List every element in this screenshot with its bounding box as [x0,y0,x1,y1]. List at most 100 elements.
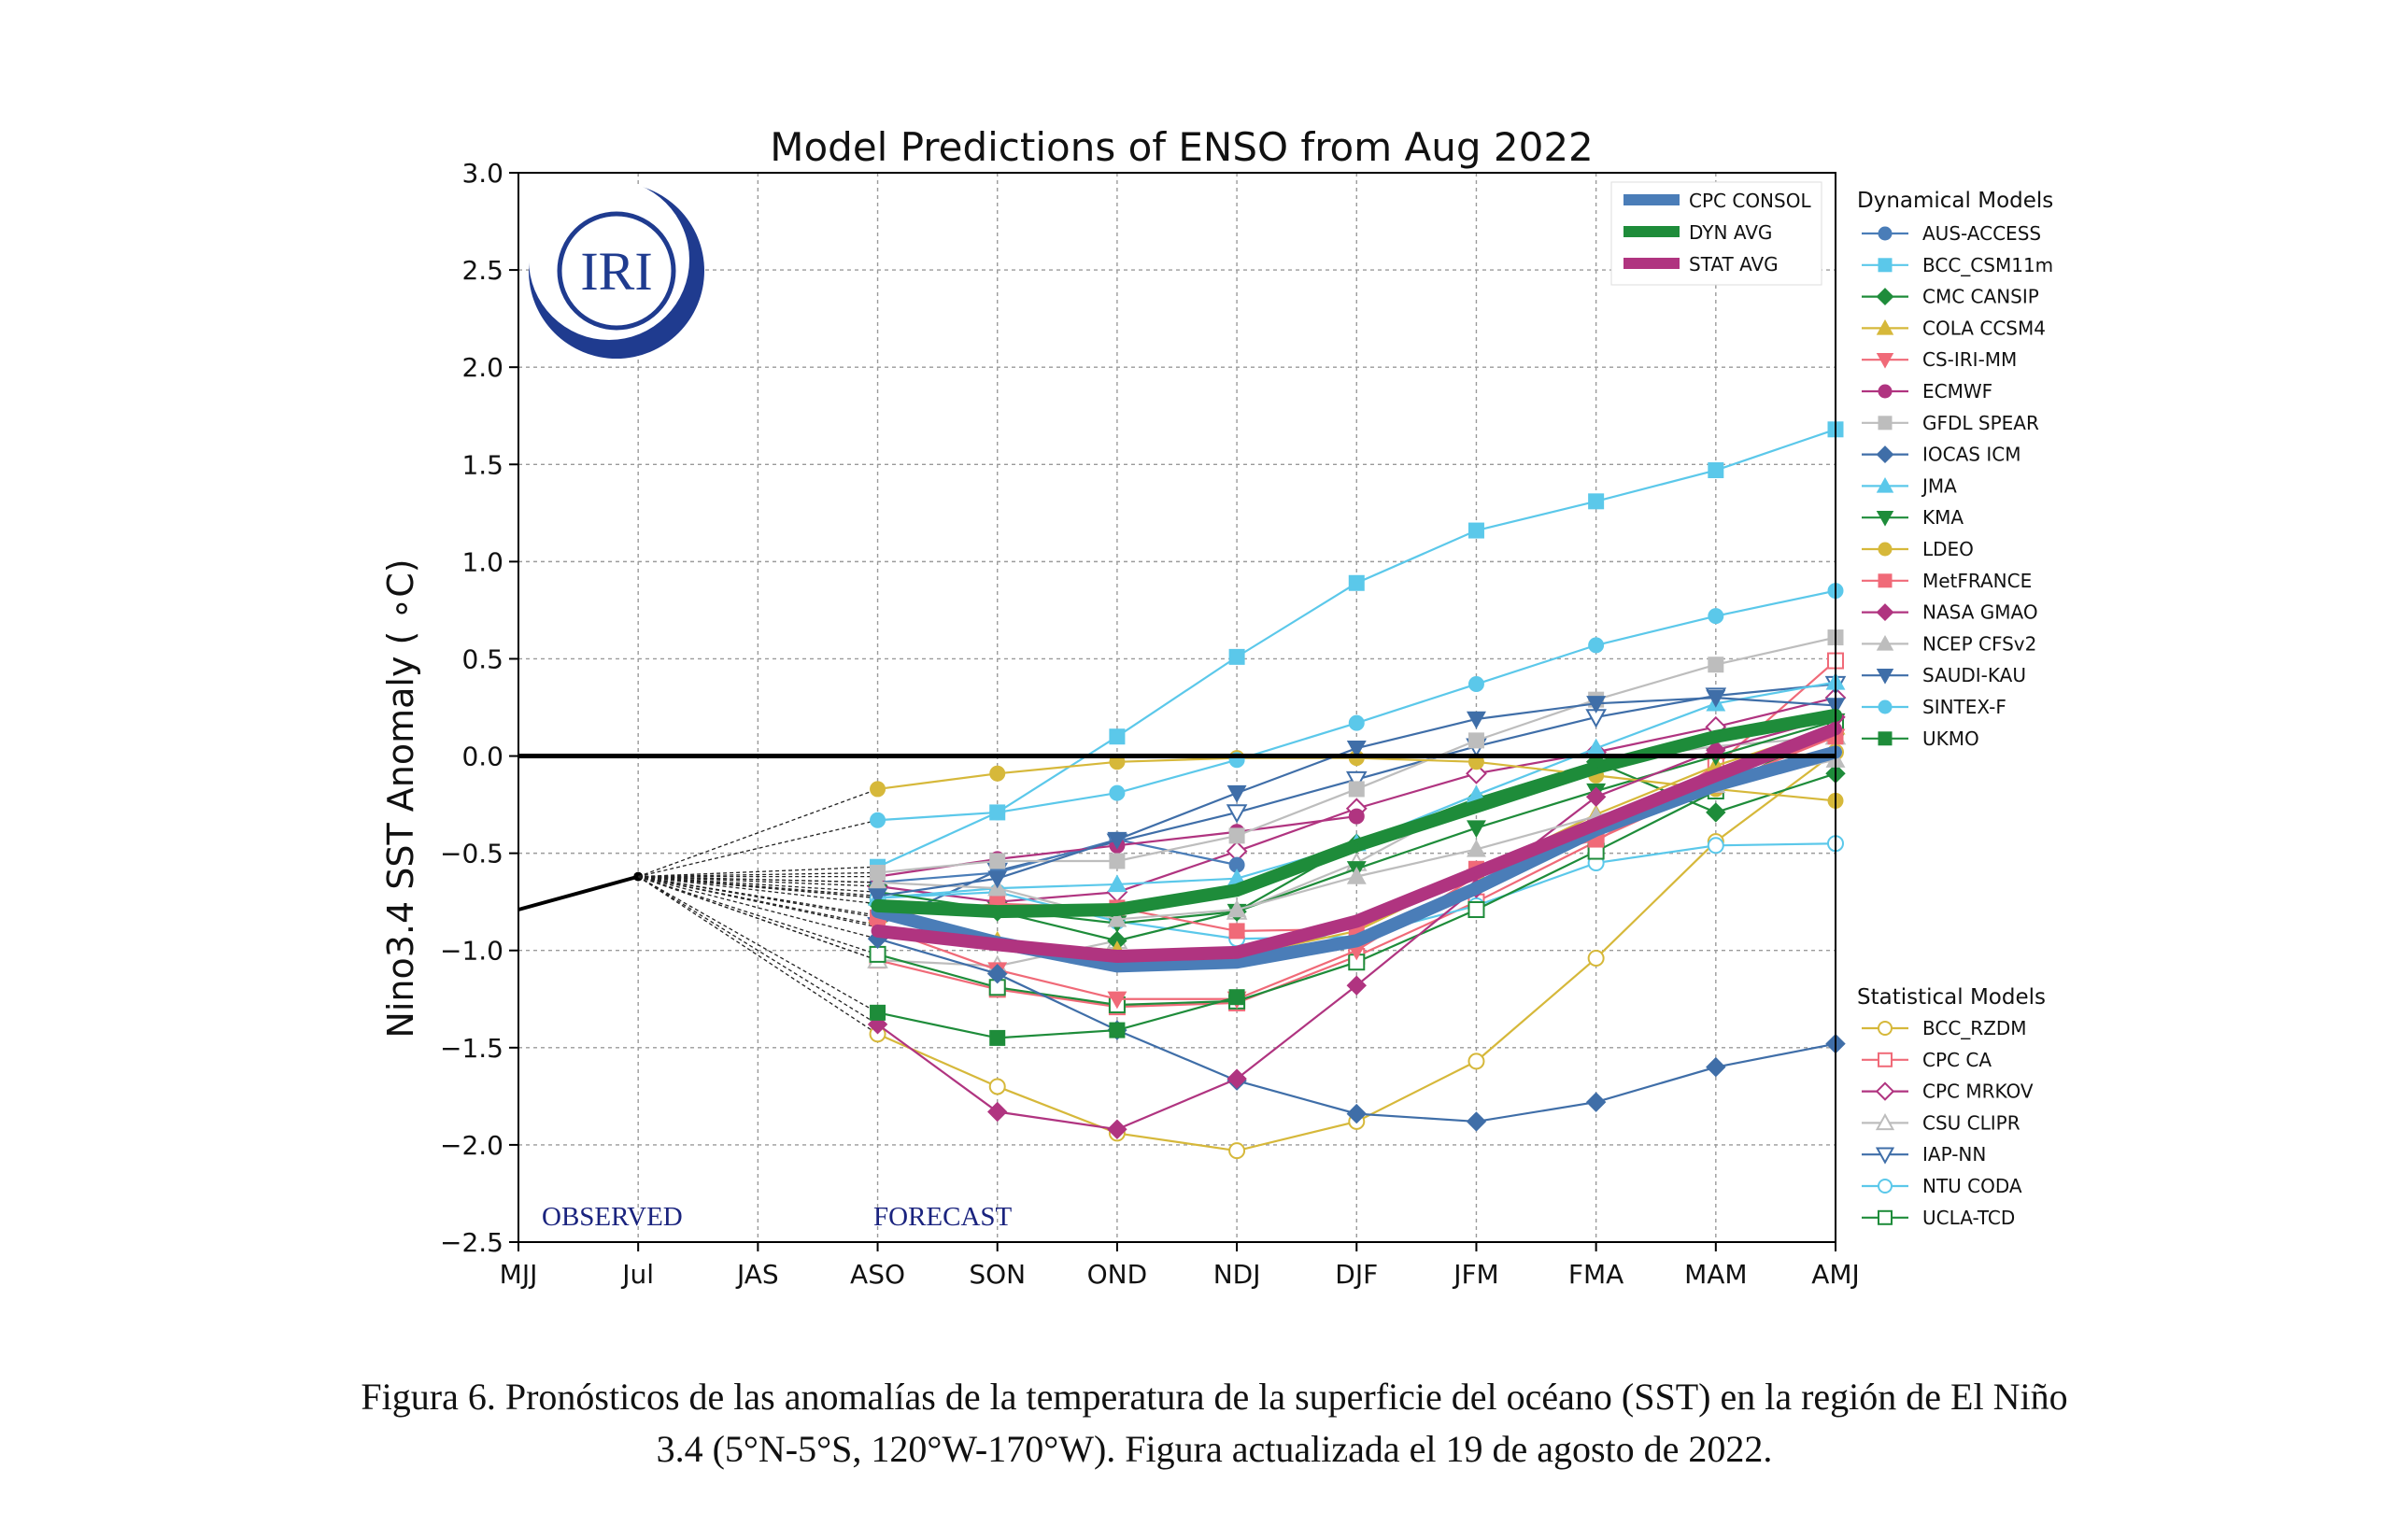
data-point [1226,899,1247,918]
data-point [1586,696,1607,713]
chart-title: Model Predictions of ENSO from Aug 2022 [770,124,1594,170]
data-point [1467,1053,1485,1070]
avg-point [875,903,880,908]
data-point [1228,923,1245,940]
legend-marker [1875,1081,1895,1101]
legend-marker [1878,226,1893,241]
connector-line [637,788,878,878]
data-point [1109,784,1126,801]
avg-point [1713,734,1718,739]
avg-point [1235,888,1240,893]
data-point [989,765,1006,782]
legend-label: IAP-NN [1922,1143,1986,1166]
series-sintex-f [638,583,1844,878]
data-point [1109,728,1126,745]
x-tick-label: DJF [1335,1259,1378,1290]
data-point [1228,827,1245,844]
data-point [1467,522,1484,539]
avg-point [1474,886,1479,891]
legend-label: CSU CLIPR [1922,1111,2020,1134]
legend-label: STAT AVG [1689,253,1779,276]
logo-text: IRI [580,241,652,302]
connector-line [638,875,878,893]
legend-label: LDEO [1922,538,1974,560]
iri-logo: IRI [529,179,704,359]
data-point [1345,770,1368,791]
data-point [989,804,1006,821]
avg-point [1594,822,1598,827]
legend-label: UKMO [1922,728,1979,750]
data-point [1708,657,1724,673]
x-tick-label: NDJ [1213,1259,1261,1290]
legend-label: GFDL SPEAR [1922,412,2039,434]
data-point [1585,786,1607,807]
legend-label: ECMWF [1922,380,1992,403]
y-tick-label: 0.5 [461,643,503,674]
legend-stat-title: Statistical Models [1857,985,2046,1010]
legend-marker [1878,731,1893,746]
legend-marker [1878,416,1893,431]
data-point [1107,1119,1127,1139]
connector-line [638,875,878,883]
data-point [1467,901,1485,919]
avg-point [1594,766,1598,770]
avg-point [1354,843,1359,848]
legend-marker [1878,1179,1893,1194]
legend-label: KMA [1922,506,1964,529]
avg-dyn-avg [871,708,1842,919]
x-tick-label: MAM [1684,1259,1747,1290]
x-tick-label: MJJ [500,1259,538,1290]
legend-marker [1878,542,1893,557]
series-line [877,838,1238,883]
connector-line [637,876,878,1013]
y-tick-label: 3.0 [461,158,503,189]
data-point [1228,989,1245,1006]
axes: −2.5 −2.0 −1.5 −1.0 −0.5 0.0 0.5 1.0 1.5 2.0 2.5 3.… [440,158,1860,1290]
series-line [877,996,1238,1039]
data-point [1107,831,1127,850]
data-point [1706,1056,1726,1078]
avg-point [1474,870,1479,875]
data-point [1228,1142,1246,1160]
y-tick-label: 1.5 [461,449,503,480]
caption-line-2: 3.4 (5°N-5°S, 120°W-170°W). Figura actua… [656,1428,1773,1470]
avg-point [875,928,880,933]
avg-point [1114,954,1119,958]
legend-marker [1875,1147,1895,1165]
avg-point [1713,783,1718,787]
connector-line [638,875,878,928]
legend-label: CPC MRKOV [1922,1081,2034,1103]
data-point [1706,802,1726,823]
data-point [989,1029,1006,1046]
data-point [1706,689,1726,708]
data-point [987,1101,1008,1123]
observed-annotation: OBSERVED [542,1202,683,1232]
figure-caption: Figura 6. Pronósticos de las anomalías d… [187,1371,2242,1476]
y-tick-label: 1.0 [461,546,503,577]
data-point [987,964,1008,984]
avg-point [1354,919,1359,924]
y-tick-label: −1.5 [440,1033,503,1064]
legend-marker [1878,1209,1893,1225]
y-axis-label: Nino3.4 SST Anomaly ( ∘C) [380,558,421,1038]
legend-label: AUS-ACCESS [1922,222,2041,245]
legend-marker [1876,668,1894,685]
legend-label: SAUDI-KAU [1922,664,2026,686]
data-point [1226,804,1248,824]
avg-point [1474,804,1479,809]
series-layer [518,421,1847,1160]
y-tick-label: 0.0 [461,742,503,772]
series-ukmo [637,876,1245,1046]
data-point [1348,781,1365,798]
data-point [870,1004,886,1021]
data-point [1346,975,1367,996]
legend-marker [1876,318,1894,335]
data-point [1228,648,1245,665]
data-point [1348,574,1365,591]
avg-point [1235,950,1240,954]
y-tick-label: −2.0 [440,1130,503,1161]
legend-marker [1876,352,1894,369]
forecast-annotation: FORECAST [873,1202,1013,1232]
legend-label: BCC_RZDM [1922,1017,2027,1039]
x-tick-label: JAS [735,1259,779,1290]
